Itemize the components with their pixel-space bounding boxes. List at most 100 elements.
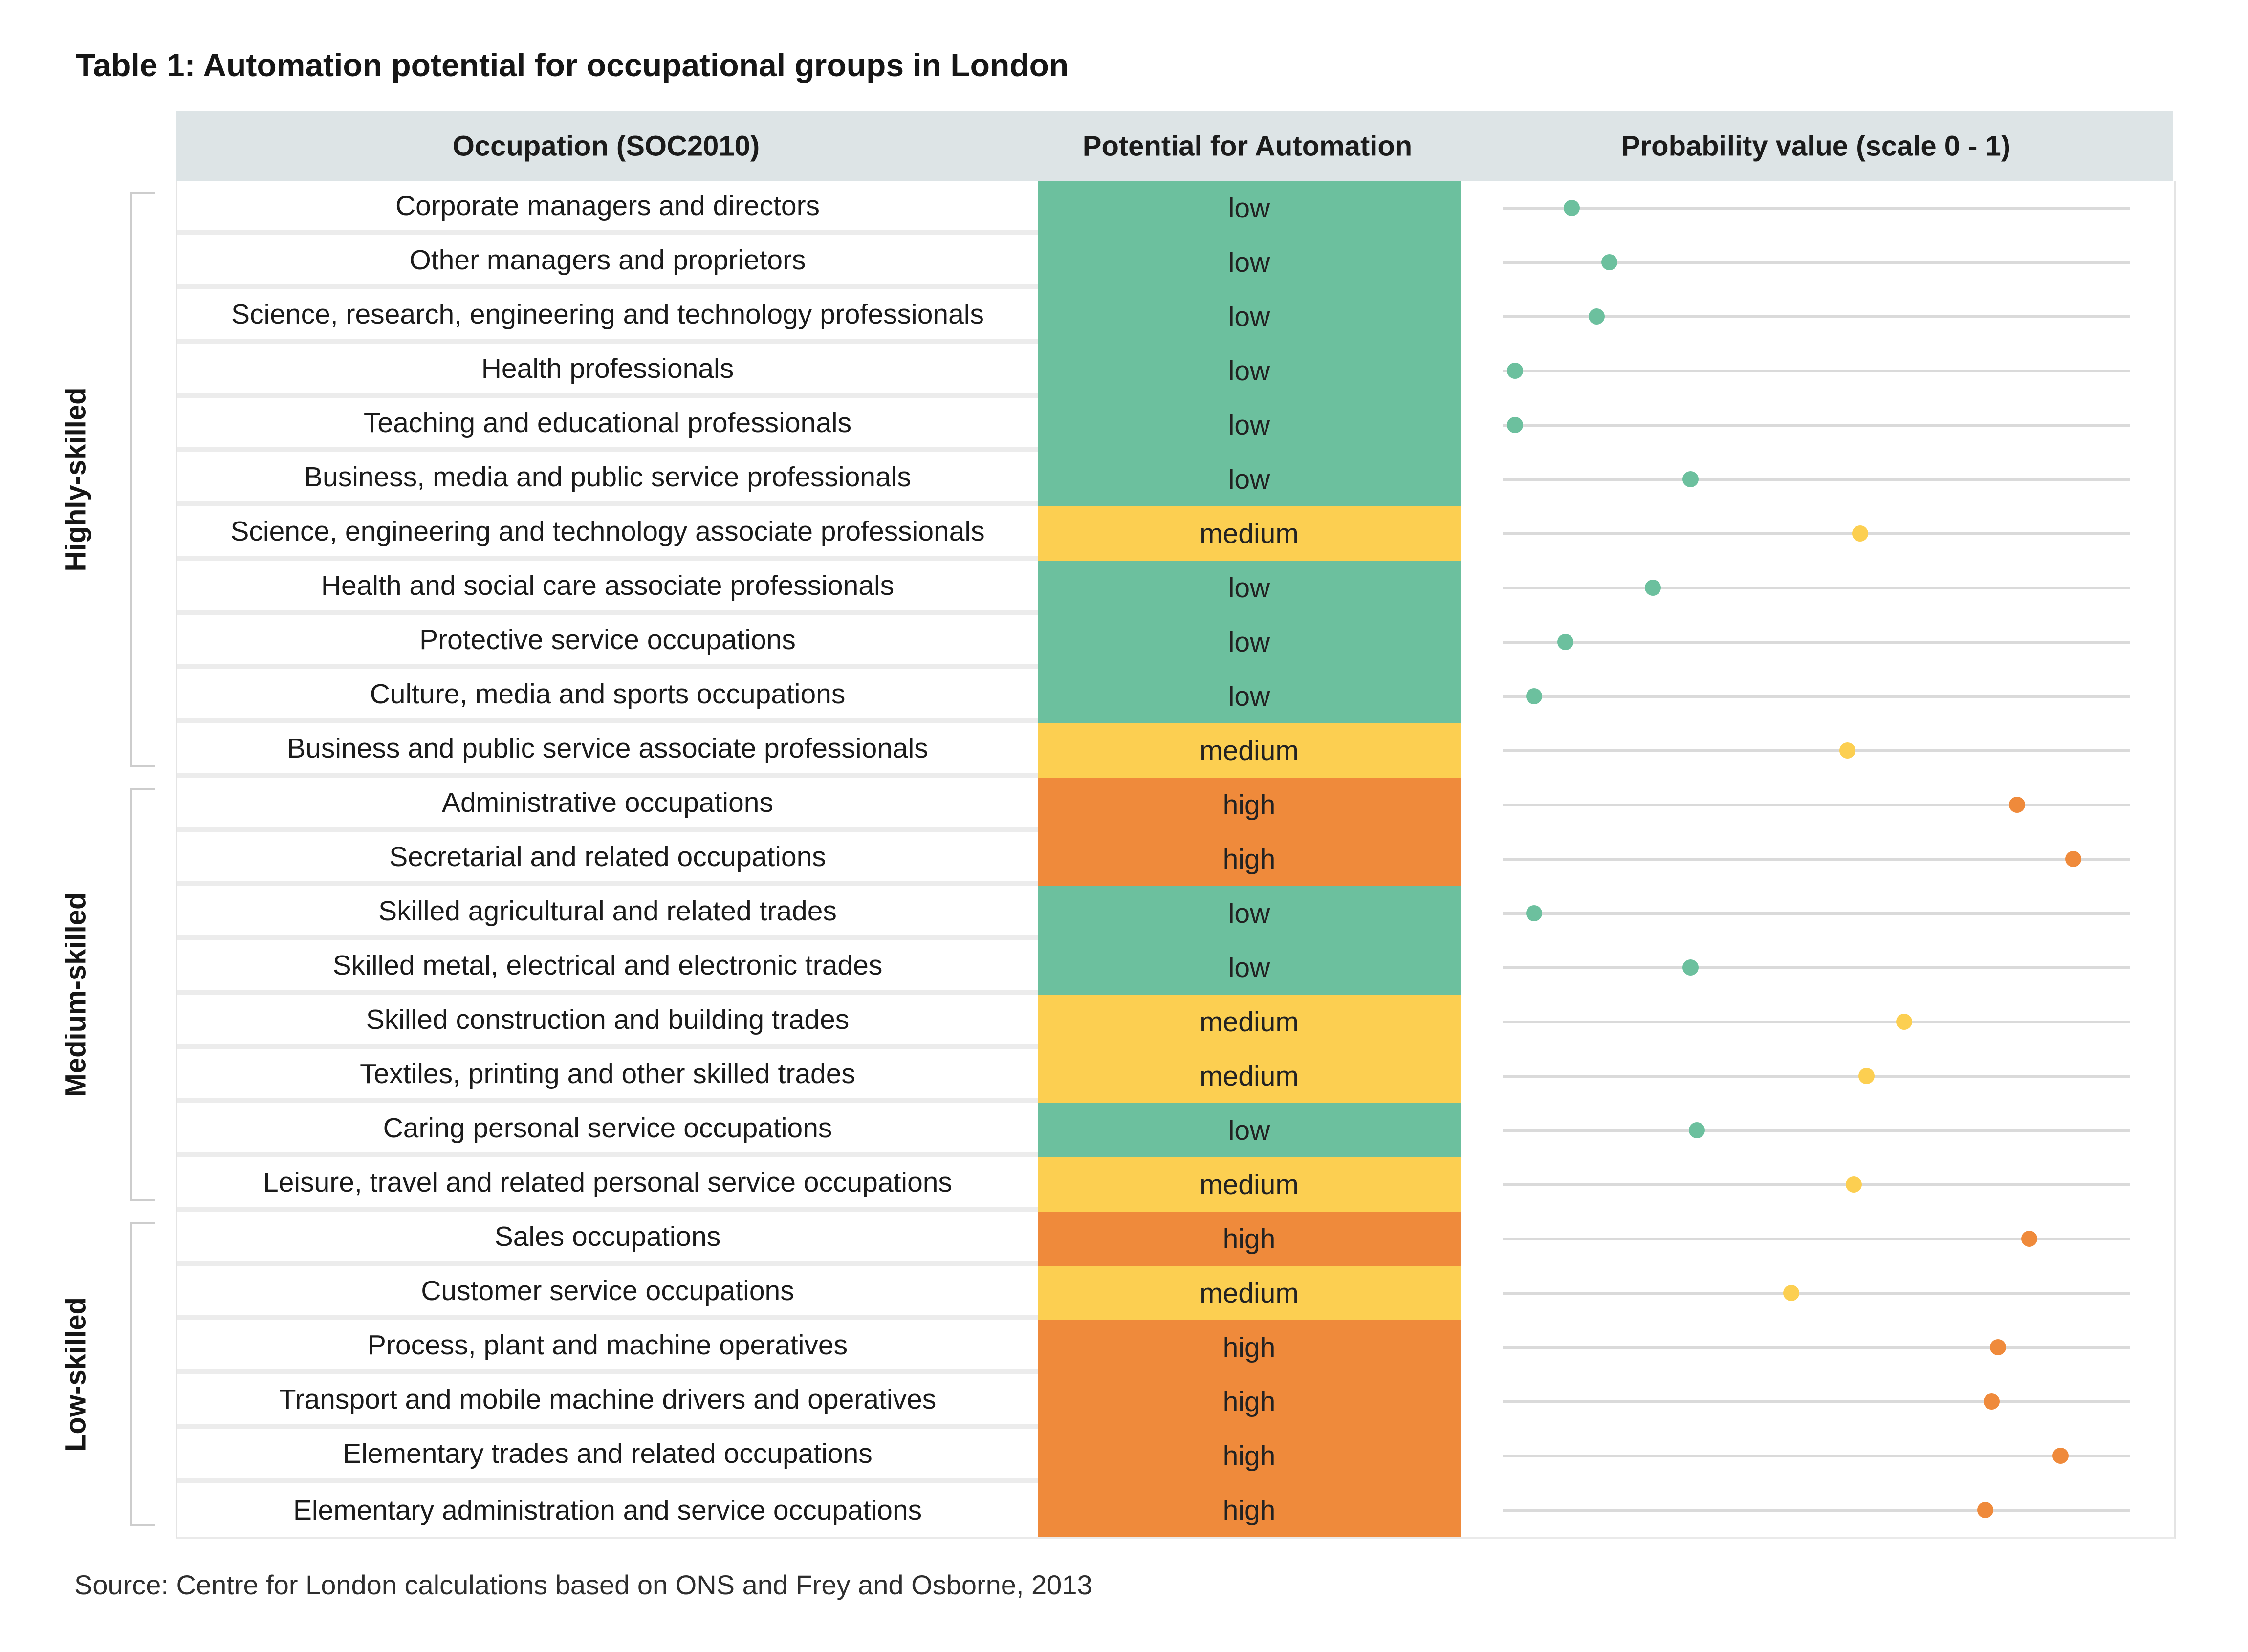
occupation-label: Business, media and public service profe… (304, 461, 911, 493)
probability-gridline (1503, 1021, 2130, 1023)
probability-gridline (1503, 749, 2130, 752)
occupation-label: Science, engineering and technology asso… (230, 515, 985, 547)
occupation-label: Customer service occupations (421, 1275, 794, 1306)
occupation-cell: Caring personal service occupations (177, 1103, 1038, 1157)
probability-cell (1461, 289, 2174, 344)
potential-label: high (1222, 1223, 1276, 1255)
table-row: Sales occupations high (177, 1212, 2174, 1266)
probability-cell (1461, 506, 2174, 561)
potential-cell: medium (1038, 723, 1461, 778)
potential-label: low (1228, 246, 1270, 278)
probability-gridline (1503, 207, 2130, 210)
table-row: Other managers and proprietors low (177, 235, 2174, 289)
potential-label: medium (1200, 1169, 1299, 1200)
probability-dot (1839, 742, 1856, 759)
occupation-cell: Elementary trades and related occupation… (177, 1429, 1038, 1483)
occupation-label: Teaching and educational professionals (363, 407, 852, 438)
table-row: Skilled construction and building trades… (177, 995, 2174, 1049)
potential-cell: high (1038, 1320, 1461, 1374)
occupation-label: Science, research, engineering and techn… (231, 298, 984, 330)
probability-cell (1461, 615, 2174, 669)
occupation-cell: Customer service occupations (177, 1266, 1038, 1320)
probability-dot (1526, 688, 1542, 704)
occupation-label: Elementary administration and service oc… (293, 1494, 922, 1526)
table-row: Health and social care associate profess… (177, 561, 2174, 615)
potential-cell: low (1038, 886, 1461, 940)
probability-gridline (1503, 424, 2130, 427)
occupation-cell: Other managers and proprietors (177, 235, 1038, 289)
occupation-label: Sales occupations (494, 1220, 721, 1252)
occupation-label: Health professionals (481, 352, 734, 384)
potential-cell: low (1038, 398, 1461, 452)
probability-gridline (1503, 315, 2130, 318)
table-row: Secretarial and related occupations high (177, 832, 2174, 886)
table-row: Health professionals low (177, 344, 2174, 398)
probability-cell (1461, 1049, 2174, 1103)
group-bracket-low-skilled (130, 1222, 155, 1526)
occupation-cell: Culture, media and sports occupations (177, 669, 1038, 723)
probability-dot (1682, 959, 1699, 976)
probability-dot (1858, 1068, 1875, 1084)
potential-cell: high (1038, 1374, 1461, 1429)
probability-gridline (1503, 695, 2130, 698)
potential-cell: low (1038, 669, 1461, 723)
table-row: Science, research, engineering and techn… (177, 289, 2174, 344)
probability-dot (1588, 308, 1605, 325)
occupation-cell: Health and social care associate profess… (177, 561, 1038, 615)
table-row: Protective service occupations low (177, 615, 2174, 669)
probability-dot (2021, 1231, 2038, 1247)
potential-label: low (1228, 897, 1270, 929)
potential-label: medium (1200, 1060, 1299, 1092)
occupation-label: Culture, media and sports occupations (370, 678, 846, 710)
potential-cell: low (1038, 940, 1461, 995)
probability-gridline (1503, 1400, 2130, 1403)
probability-cell (1461, 398, 2174, 452)
probability-gridline (1503, 858, 2130, 861)
probability-gridline (1503, 912, 2130, 915)
table-body: Corporate managers and directors low Oth… (176, 181, 2176, 1539)
table-header: Occupation (SOC2010) Potential for Autom… (176, 111, 2173, 181)
probability-cell (1461, 669, 2174, 723)
potential-label: high (1222, 1440, 1276, 1472)
group-label-low-skilled: Low-skilled (60, 1297, 92, 1452)
probability-dot (1526, 905, 1542, 921)
occupation-label: Caring personal service occupations (383, 1112, 832, 1144)
potential-label: low (1228, 301, 1270, 332)
table-row: Administrative occupations high (177, 778, 2174, 832)
probability-cell (1461, 1429, 2174, 1483)
group-label-highly-skilled: Highly-skilled (60, 387, 92, 572)
probability-cell (1461, 561, 2174, 615)
occupation-label: Other managers and proprietors (409, 244, 806, 276)
probability-cell (1461, 1374, 2174, 1429)
probability-cell (1461, 1320, 2174, 1374)
probability-cell (1461, 344, 2174, 398)
occupation-cell: Corporate managers and directors (177, 181, 1038, 235)
probability-cell (1461, 1212, 2174, 1266)
probability-cell (1461, 1266, 2174, 1320)
occupation-label: Administrative occupations (442, 786, 773, 818)
occupation-label: Transport and mobile machine drivers and… (279, 1383, 937, 1415)
occupation-cell: Process, plant and machine operatives (177, 1320, 1038, 1374)
potential-cell: low (1038, 1103, 1461, 1157)
probability-cell (1461, 1157, 2174, 1212)
potential-label: high (1222, 1494, 1276, 1526)
occupation-cell: Business and public service associate pr… (177, 723, 1038, 778)
occupation-cell: Teaching and educational professionals (177, 398, 1038, 452)
table-row: Business, media and public service profe… (177, 452, 2174, 506)
table-row: Caring personal service occupations low (177, 1103, 2174, 1157)
probability-cell (1461, 235, 2174, 289)
probability-dot (1507, 417, 1524, 433)
table-row: Corporate managers and directors low (177, 181, 2174, 235)
probability-gridline (1503, 1183, 2130, 1186)
potential-cell: high (1038, 1429, 1461, 1483)
table-row: Business and public service associate pr… (177, 723, 2174, 778)
potential-label: low (1228, 355, 1270, 387)
potential-label: high (1222, 789, 1276, 821)
potential-label: medium (1200, 735, 1299, 766)
occupation-label: Textiles, printing and other skilled tra… (360, 1058, 855, 1089)
occupation-label: Secretarial and related occupations (389, 841, 826, 872)
probability-cell (1461, 778, 2174, 832)
potential-label: low (1228, 680, 1270, 712)
probability-gridline (1503, 370, 2130, 372)
table-row: Process, plant and machine operatives hi… (177, 1320, 2174, 1374)
